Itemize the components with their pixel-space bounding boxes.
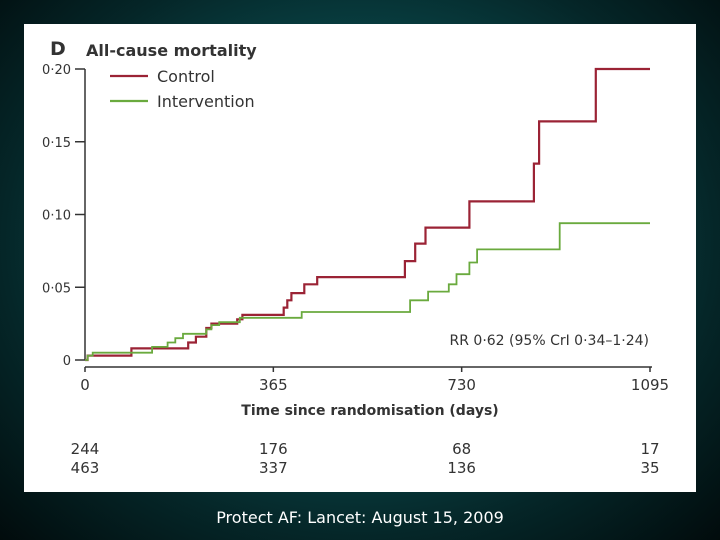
legend-label-intervention: Intervention bbox=[157, 92, 255, 111]
at-risk-value: 463 bbox=[71, 459, 100, 477]
rr-annotation: RR 0·62 (95% CrI 0·34–1·24) bbox=[450, 333, 649, 349]
x-tick-label: 365 bbox=[259, 376, 288, 394]
at-risk-value: 176 bbox=[259, 440, 288, 458]
at-risk-value: 244 bbox=[71, 440, 100, 458]
x-tick-label: 1095 bbox=[631, 376, 669, 394]
series-line-control bbox=[85, 67, 650, 362]
chart-panel: D All-cause mortality 0 0·05 0·10 0·15 0·20 … bbox=[24, 24, 696, 492]
y-tick-label: 0·05 bbox=[42, 281, 71, 296]
x-axis: 0 365 730 1095 bbox=[80, 366, 669, 394]
slide-caption: Protect AF: Lancet: August 15, 2009 bbox=[216, 508, 504, 527]
chart-svg: D All-cause mortality 00·050·100·150·20 … bbox=[42, 38, 669, 477]
legend: Control Intervention bbox=[110, 67, 255, 111]
series-group bbox=[85, 67, 650, 362]
at-risk-value: 136 bbox=[447, 459, 476, 477]
at-risk-value: 68 bbox=[452, 440, 471, 458]
at-risk-table: 244 176 68 17 463 337 136 35 bbox=[71, 440, 660, 477]
at-risk-value: 35 bbox=[640, 459, 659, 477]
panel-label: D bbox=[50, 38, 66, 60]
y-tick-label: 0·15 bbox=[42, 136, 71, 151]
y-tick-label: 0·20 bbox=[42, 63, 71, 78]
series-line-intervention bbox=[85, 222, 650, 361]
x-axis-label: Time since randomisation (days) bbox=[241, 403, 498, 419]
y-tick-label: 0 bbox=[63, 354, 71, 369]
y-tick-label: 0·10 bbox=[42, 209, 71, 224]
chart-title: All-cause mortality bbox=[86, 41, 257, 60]
legend-label-control: Control bbox=[157, 67, 215, 86]
at-risk-value: 17 bbox=[640, 440, 659, 458]
x-tick-label: 730 bbox=[447, 376, 476, 394]
at-risk-value: 337 bbox=[259, 459, 288, 477]
x-tick-label: 0 bbox=[80, 376, 90, 394]
y-axis: 0 0·05 0·10 0·15 0·20 bbox=[42, 63, 86, 369]
